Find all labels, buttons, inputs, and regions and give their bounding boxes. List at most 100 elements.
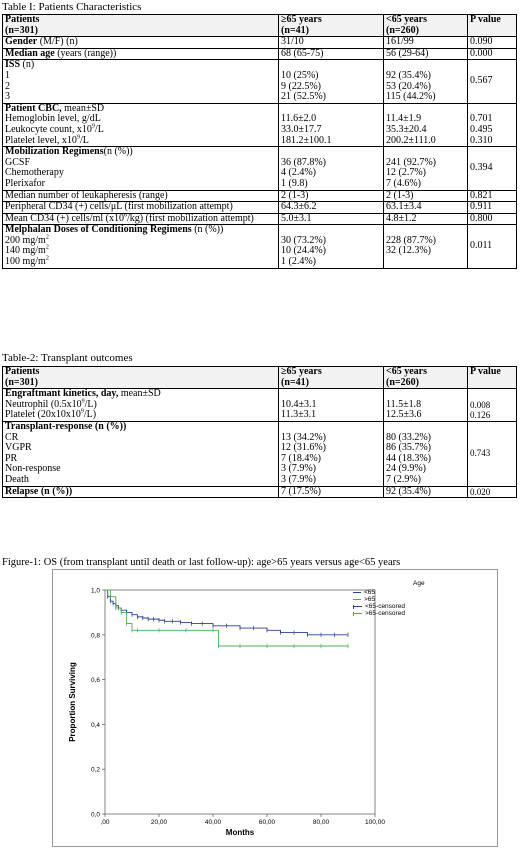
group-item: GCSF — [5, 157, 276, 169]
value-line: 7 (2.9%) — [386, 473, 421, 485]
survival-curve-lt65 — [105, 589, 348, 636]
group-title: ISS (n) — [5, 59, 276, 71]
table2-header-cell: Patients (n=301) — [2, 365, 279, 390]
value-line: 32 (12.3%) — [386, 245, 431, 257]
table1-header-cell: ≥65 years (n=41) — [278, 13, 384, 38]
table1-header-row: Patients (n=301) ≥65 years (n=41) <65 years(… — [2, 13, 517, 38]
row-label: Peripheral CD34 (+) cells/μL (first mobi… — [2, 201, 279, 214]
value-ge65: 31/10 — [278, 36, 384, 49]
header-line: (n=41) — [281, 376, 309, 388]
line-swatch-icon — [353, 592, 361, 593]
value-ge65: 5.0±3.1 — [278, 212, 384, 226]
superscript: 9 — [91, 123, 95, 130]
group-title-unit: (n) — [20, 59, 35, 71]
mobilization-item: Plerixafor — [5, 177, 45, 189]
p-value: 0.008 0.126 — [467, 388, 517, 422]
x-tick-label: ,00 — [100, 819, 109, 826]
group-item: 100 mg/m2 — [5, 255, 276, 268]
value-line: 4 (2.4%) — [281, 167, 316, 179]
x-tick-label: 60,00 — [259, 819, 276, 826]
value-lt65: 92 (35.4%) 53 (20.4%) 115 (44.2%) — [383, 59, 468, 104]
value-line: 33.0±17.7 — [281, 123, 322, 135]
value-ge65: 10 (25%) 9 (22.5%) 21 (52.5%) — [278, 59, 384, 104]
x-tick-label: 100,00 — [365, 819, 385, 826]
row-label: Mean CD34 (+) cells/ml (x106/kg) (first … — [2, 212, 279, 226]
group-label: Mobilization Regimens(n (%)) GCSF Chemothe… — [2, 146, 279, 191]
value-line — [386, 257, 465, 267]
p-line: 0.394 — [470, 162, 493, 174]
response-item: VGPR — [5, 442, 32, 454]
cbc-item: Hemoglobin level, g/dL — [5, 113, 101, 125]
group-label: Patient CBC, mean±SD Hemoglobin level, g/… — [2, 102, 279, 148]
header-line: (n=260) — [386, 376, 419, 388]
response-item: PR — [5, 452, 18, 464]
value-line: 21 (52.5%) — [281, 91, 326, 103]
legend-item: <65-censored — [353, 603, 425, 610]
value-lt65: 80 (33.2%) 86 (35.7%) 44 (18.3%) 24 (9.9%) 7… — [383, 420, 468, 487]
y-tick-label: 0,2 — [91, 767, 100, 774]
group-title-unit: (n (%)) — [103, 146, 133, 158]
y-tick-label: 0,8 — [91, 632, 100, 639]
survival-curve-gt65 — [105, 589, 348, 647]
engraftment-unit: /L) — [83, 409, 97, 421]
response-item: Non-response — [5, 463, 61, 475]
p-value: 0.701 0.495 0.310 — [467, 102, 517, 148]
p-value: 0.011 — [467, 224, 517, 269]
group-item: Leukocyte count, x109/L — [5, 123, 276, 136]
p-value: 0.821 — [467, 189, 517, 203]
censored-tick-icon — [353, 611, 362, 616]
x-tick-label: 20,00 — [151, 819, 168, 826]
cbc-unit: /L — [79, 134, 89, 146]
plot-area — [104, 589, 376, 815]
value-line: 86 (35.7%) — [386, 442, 431, 454]
y-tick-label: 0,6 — [91, 677, 100, 684]
row-label-bold: Relapse (n (%)) — [5, 486, 73, 497]
row-label: Gender (M/F) (n) — [2, 36, 279, 49]
header-line: (n=301) — [5, 376, 38, 388]
value-ge65: 7 (17.5%) — [278, 485, 384, 499]
superscript: 6 — [123, 213, 127, 219]
survival-chart-frame: 0,0 0,2 0,4 0,6 0,8 1,0 ,00 20,00 40,00 60,00 80,0… — [52, 569, 498, 847]
value-line: 1 (2.4%) — [281, 256, 316, 268]
cbc-item: Leukocyte count, x10 — [5, 123, 92, 135]
legend-item: >65-censored — [353, 610, 425, 617]
group-title-bold: Melphalan Doses of Conditioning Regimens — [5, 224, 192, 236]
value-line: 200.2±111.0 — [386, 134, 436, 146]
header-line: (n=301) — [5, 24, 38, 36]
group-item: Chemotherapy — [5, 168, 276, 179]
y-tick-label: 1,0 — [91, 588, 100, 595]
value-line: 11.6±2.0 — [281, 113, 317, 125]
dose-item: 100 mg/m — [5, 256, 46, 268]
table2-header-row: Patients (n=301) ≥65 years (n=41) <65 years(… — [2, 365, 517, 390]
table2-header-cell: <65 years (n=260) — [383, 365, 468, 390]
table1-row: Median age (years (range)) 68 (65-75) 56 (… — [2, 47, 517, 61]
group-label: Melphalan Doses of Conditioning Regimens… — [2, 224, 279, 269]
header-line: P value — [470, 366, 501, 377]
row-label-bold: Median age — [5, 48, 55, 59]
value-line: 10 (25%) — [281, 69, 319, 81]
table1-row: Peripheral CD34 (+) cells/μL (first mobi… — [2, 201, 517, 214]
header-line: (n=260) — [386, 24, 419, 36]
header-line: (n=41) — [281, 24, 309, 36]
iss-stage: 2 — [5, 80, 10, 92]
value-lt65: 63.1±3.4 — [383, 201, 468, 214]
cbc-item: Platelet level, x10 — [5, 134, 77, 146]
legend-item: >65 — [353, 596, 425, 603]
p-value: 0.800 — [467, 212, 517, 226]
table1-cd34-row: Mean CD34 (+) cells/ml (x106/kg) (first … — [2, 212, 517, 226]
p-value: 0.394 — [467, 146, 517, 191]
table1-row: Median number of leukapheresis (range) 2 … — [2, 189, 517, 203]
spacer — [470, 390, 514, 400]
group-label: Transplant-response (n (%)) CR VGPR PR Non-r… — [2, 420, 279, 487]
superscript: 9 — [80, 409, 84, 416]
iss-stage: 1 — [5, 69, 10, 81]
p-value: 0.090 — [467, 36, 517, 49]
superscript: 2 — [45, 255, 49, 262]
value-ge65: 10.4±3.1 11.3±3.1 — [278, 388, 384, 422]
legend-label: >65 — [364, 596, 376, 603]
dose-item: 200 mg/m — [5, 234, 46, 246]
p-line: 0.743 — [470, 448, 491, 459]
group-title-bold: Patient CBC, — [5, 103, 62, 114]
group-title-bold: ISS — [5, 59, 21, 71]
p-line: 0.310 — [470, 134, 493, 146]
